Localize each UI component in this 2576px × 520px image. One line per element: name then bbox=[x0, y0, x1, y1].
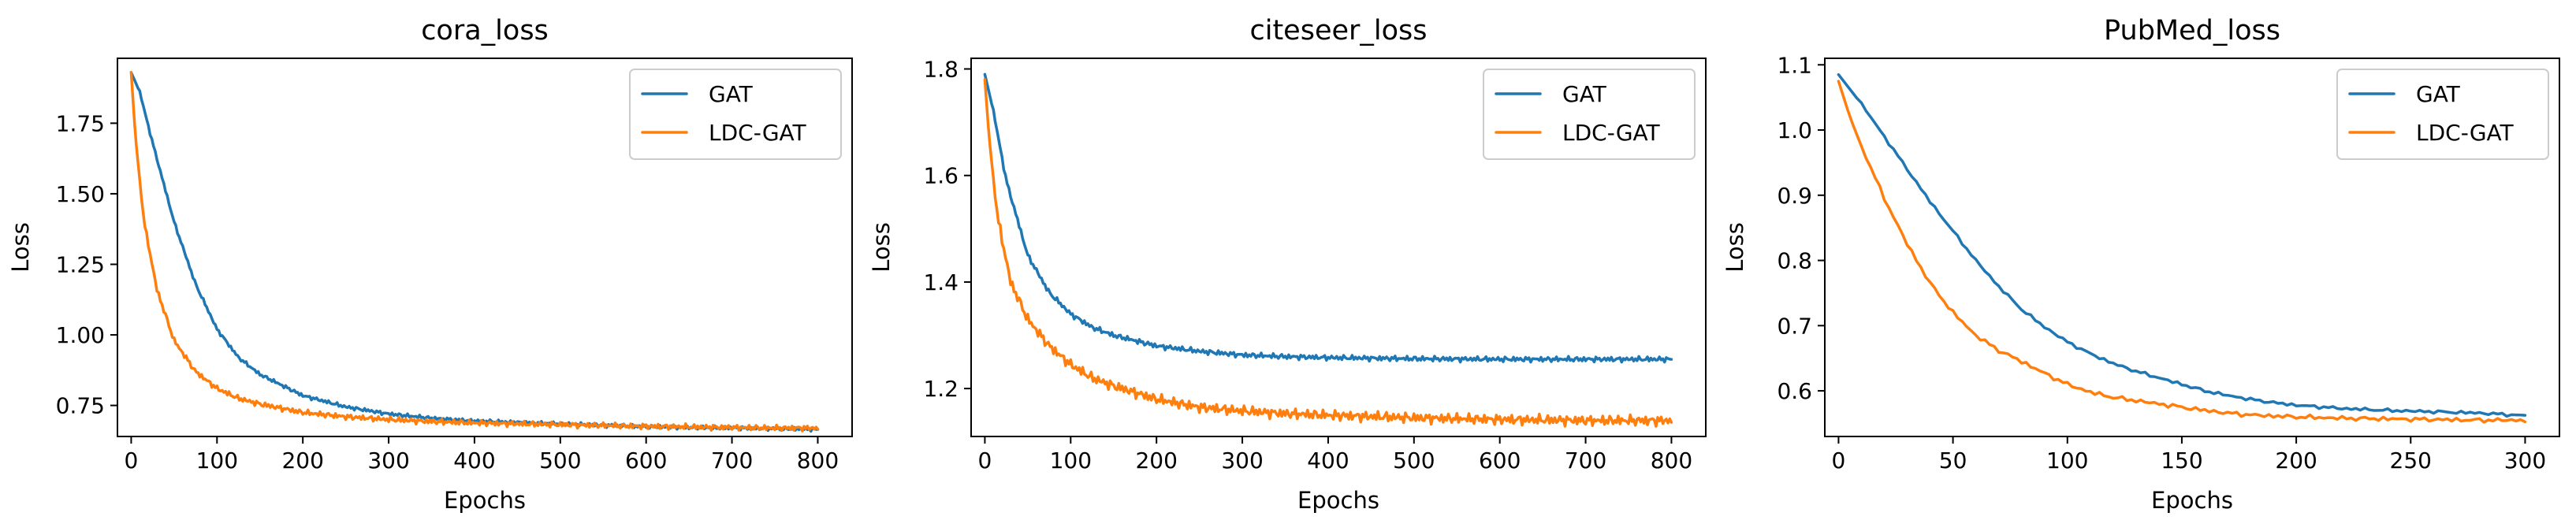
x-axis-label: Epochs bbox=[1297, 487, 1379, 514]
x-tick-label: 300 bbox=[367, 448, 409, 474]
y-tick-label: 1.00 bbox=[56, 322, 105, 348]
series-group bbox=[1837, 72, 2527, 424]
x-tick-label: 400 bbox=[453, 448, 495, 474]
y-tick-label: 0.8 bbox=[1777, 248, 1812, 274]
series-line-ldc-gat bbox=[1837, 80, 2527, 424]
axes-frame bbox=[970, 58, 1707, 437]
legend-label-gat: GAT bbox=[1562, 81, 1607, 107]
y-axis-label: Loss bbox=[1722, 222, 1748, 273]
x-tick-label: 200 bbox=[281, 448, 323, 474]
legend-frame bbox=[2336, 69, 2549, 160]
y-tick-label: 0.6 bbox=[1777, 378, 1812, 404]
y-tick-label: 1.25 bbox=[56, 251, 105, 277]
plot-area bbox=[983, 72, 1673, 428]
y-tick-label: 0.75 bbox=[56, 393, 105, 419]
series-line-ldc-gat bbox=[129, 71, 820, 433]
x-tick-label: 200 bbox=[2275, 448, 2317, 474]
x-tick-label: 700 bbox=[711, 448, 753, 474]
legend-label-ldc-gat: LDC-GAT bbox=[2416, 120, 2515, 146]
chart-title: citeseer_loss bbox=[1249, 15, 1427, 46]
x-tick-label: 500 bbox=[1393, 448, 1435, 474]
x-tick-label: 800 bbox=[1651, 448, 1692, 474]
axis-ticks: 0 50 100 150 200 250 300 0.6 0.7 0.8 0.9 1.0 1.1 bbox=[1777, 52, 2546, 474]
x-tick-label: 100 bbox=[2046, 448, 2088, 474]
citeseer-loss-chart: citeseer_loss 0 100 200 300 400 500 600 700 800 1… bbox=[868, 15, 1707, 514]
x-tick-label: 250 bbox=[2390, 448, 2432, 474]
cora-loss-chart: cora_loss 0 100 200 300 400 500 600 700 800 0.75 1… bbox=[7, 15, 853, 514]
legend-label-ldc-gat: LDC-GAT bbox=[1562, 120, 1661, 146]
y-tick-label: 1.75 bbox=[56, 110, 105, 136]
legend-label-ldc-gat: LDC-GAT bbox=[709, 120, 807, 146]
x-tick-label: 800 bbox=[797, 448, 839, 474]
legend: GAT LDC-GAT bbox=[2336, 69, 2549, 160]
series-line-ldc-gat bbox=[983, 78, 1673, 428]
y-tick-label: 1.8 bbox=[923, 57, 959, 83]
legend-label-gat: GAT bbox=[709, 81, 754, 107]
x-axis-label: Epochs bbox=[444, 487, 526, 514]
axes-frame bbox=[1824, 58, 2560, 437]
series-group bbox=[983, 72, 1673, 428]
x-tick-label: 600 bbox=[1479, 448, 1521, 474]
pubmed-loss-chart: PubMed_loss 0 50 100 150 200 250 3000.60.70.80… bbox=[1722, 15, 2560, 514]
plot-area bbox=[1837, 72, 2527, 424]
x-tick-label: 700 bbox=[1565, 448, 1606, 474]
y-tick-label: 1.4 bbox=[923, 269, 959, 295]
series-line-gat bbox=[983, 72, 1673, 364]
x-tick-label: 0 bbox=[125, 448, 139, 474]
x-tick-label: 50 bbox=[1939, 448, 1967, 474]
axis-ticks: 0 100 200 300 400 500 600 700 800 1.2 1.4 1.6 1.8 bbox=[923, 57, 1692, 474]
legend: GAT LDC-GAT bbox=[629, 69, 842, 160]
chart-title: PubMed_loss bbox=[2104, 15, 2280, 46]
legend-frame bbox=[1483, 69, 1696, 160]
series-group bbox=[129, 71, 820, 433]
x-tick-label: 500 bbox=[539, 448, 581, 474]
legend-label-gat: GAT bbox=[2416, 81, 2461, 107]
x-tick-label: 100 bbox=[196, 448, 238, 474]
x-tick-label: 600 bbox=[625, 448, 667, 474]
y-axis-label: Loss bbox=[868, 222, 895, 273]
axes-frame bbox=[117, 58, 853, 437]
x-tick-label: 150 bbox=[2161, 448, 2202, 474]
y-tick-label: 1.2 bbox=[923, 376, 959, 402]
y-tick-label: 1.1 bbox=[1777, 52, 1812, 78]
y-tick-label: 0.7 bbox=[1777, 313, 1812, 339]
series-line-gat bbox=[1837, 72, 2527, 418]
x-tick-label: 300 bbox=[2504, 448, 2546, 474]
legend-frame bbox=[629, 69, 842, 160]
x-tick-label: 0 bbox=[1832, 448, 1846, 474]
x-axis-label: Epochs bbox=[2151, 487, 2233, 514]
x-tick-label: 100 bbox=[1050, 448, 1092, 474]
legend: GAT LDC-GAT bbox=[1483, 69, 1696, 160]
x-tick-label: 0 bbox=[978, 448, 992, 474]
x-tick-label: 200 bbox=[1135, 448, 1177, 474]
x-tick-label: 300 bbox=[1221, 448, 1263, 474]
x-tick-label: 400 bbox=[1307, 448, 1349, 474]
axis-ticks: 0 100 200 300 400 500 600 700 800 0.75 1.00 1.25 1.5… bbox=[56, 110, 839, 474]
y-tick-label: 1.6 bbox=[923, 163, 959, 189]
chart-title: cora_loss bbox=[421, 15, 549, 46]
y-tick-label: 1.0 bbox=[1777, 117, 1812, 143]
y-axis-label: Loss bbox=[7, 222, 34, 273]
y-tick-label: 1.50 bbox=[56, 181, 105, 207]
plot-area bbox=[129, 71, 820, 433]
y-tick-label: 0.9 bbox=[1777, 183, 1812, 209]
